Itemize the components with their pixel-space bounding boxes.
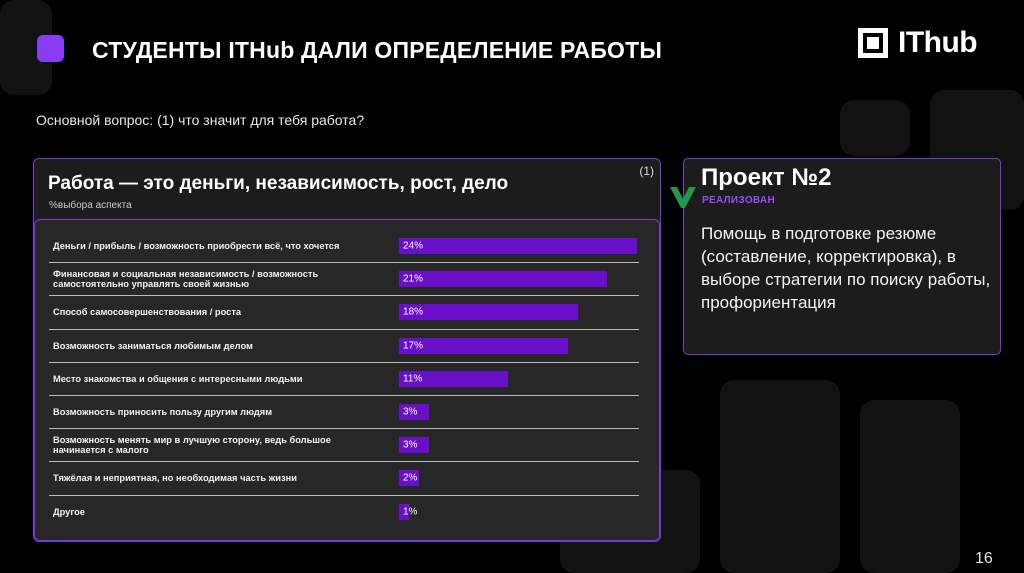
category-label: Другое	[53, 507, 85, 518]
project-title: Проект №2	[701, 164, 832, 191]
category-label: Финансовая и социальная независимость / …	[53, 269, 319, 290]
chart-row: Способ самосовершенствования / роста 18%	[49, 296, 639, 330]
bar-value-label: 11%	[403, 373, 423, 385]
panel-title: Работа — это деньги, независимость, рост…	[48, 173, 509, 194]
bar-chart: Деньги / прибыль / возможность приобрест…	[34, 219, 660, 541]
bar	[399, 437, 429, 454]
project-description: Помощь в подготовке резюме (составление,…	[701, 224, 991, 312]
background-block	[860, 400, 960, 573]
category-label: Тяжёлая и неприятная, но необходимая час…	[53, 473, 297, 484]
panel-subtitle: %выбора аспекта	[49, 200, 132, 211]
category-label: Возможность приносить пользу другим людя…	[53, 407, 273, 418]
chart-row: Возможность заниматься любимым делом 17%	[49, 330, 639, 363]
main-question: Основной вопрос: (1) что значит для тебя…	[36, 112, 365, 128]
survey-panel: Работа — это деньги, независимость, рост…	[33, 158, 661, 542]
bar	[399, 370, 509, 387]
project-card: Проект №2 РЕАЛИЗОВАН Помощь в подготовке…	[670, 158, 1001, 355]
background-block	[840, 100, 910, 156]
page-number: 16	[975, 550, 993, 567]
bar-value-label: 18%	[403, 306, 424, 318]
category-label: Возможность заниматься любимым делом	[53, 340, 253, 351]
chart-row: Тяжёлая и неприятная, но необходимая час…	[49, 462, 639, 496]
background-block	[720, 380, 840, 573]
bar	[399, 238, 637, 255]
accent-square	[37, 35, 64, 62]
project-status-badge: РЕАЛИЗОВАН	[702, 195, 775, 206]
checkmark-icon	[670, 187, 696, 208]
bar-value-label: 1%	[403, 506, 418, 518]
category-label: Деньги / прибыль / возможность приобрест…	[53, 241, 340, 252]
logo-text: IThub	[898, 26, 978, 59]
chart-row: Другое 1%	[49, 496, 639, 529]
bar	[399, 504, 409, 521]
chart-row: Возможность менять мир в лучшую сторону,…	[49, 429, 639, 463]
bar	[399, 470, 419, 487]
bar-value-label: 21%	[403, 273, 424, 285]
chart-row: Возможность приносить пользу другим людя…	[49, 396, 639, 430]
bar	[399, 337, 568, 354]
bar-value-label: 17%	[403, 340, 424, 352]
bar	[399, 271, 608, 288]
slide-title: СТУДЕНТЫ ITHub ДАЛИ ОПРЕДЕЛЕНИЕ РАБОТЫ	[92, 37, 663, 63]
bar-chart-rows: Деньги / прибыль / возможность приобрест…	[49, 230, 639, 529]
bar-value-label: 3%	[403, 439, 418, 451]
bar-value-label: 24%	[403, 240, 424, 252]
chart-row: Место знакомства и общения с интересными…	[49, 363, 639, 396]
chart-row: Деньги / прибыль / возможность приобрест…	[49, 230, 639, 264]
ithub-logo: IThub	[858, 26, 978, 60]
chart-row: Финансовая и социальная независимость / …	[49, 263, 639, 297]
bar	[399, 304, 578, 321]
category-label: Возможность менять мир в лучшую сторону,…	[53, 435, 331, 456]
logo-square-icon	[858, 28, 888, 58]
category-label: Способ самосовершенствования / роста	[53, 307, 242, 318]
bar	[399, 404, 429, 421]
bar-value-label: 2%	[403, 472, 418, 484]
category-label: Место знакомства и общения с интересными…	[53, 373, 303, 384]
panel-footnote: (1)	[639, 164, 654, 178]
bar-value-label: 3%	[403, 406, 418, 418]
